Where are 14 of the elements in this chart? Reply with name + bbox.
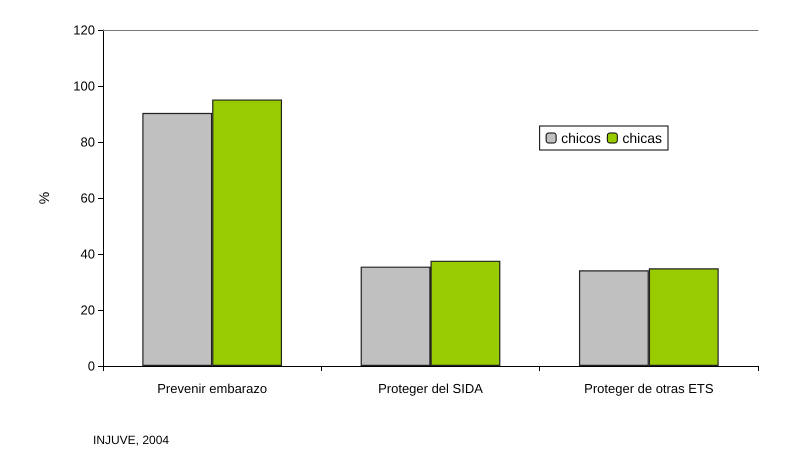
legend-label: chicas [622,130,662,146]
y-tick-label: 0 [88,358,95,374]
x-tick-label: Prevenir embarazo [157,381,268,396]
x-tick-label: Proteger del SIDA [378,381,484,396]
y-tick-label: 60 [80,190,95,206]
text: INJUVE, 2004 [93,433,170,447]
x-tick-label: Proteger de otras ETS [584,381,714,396]
y-tick-label: 100 [73,78,95,94]
y-axis-title: % [36,192,52,204]
y-tick-label: 40 [80,246,95,262]
y-tick-label: 80 [80,134,95,150]
y-tick-label: 120 [73,22,95,38]
y-tick-label: 20 [80,302,95,318]
legend-label: chicos [561,130,601,146]
